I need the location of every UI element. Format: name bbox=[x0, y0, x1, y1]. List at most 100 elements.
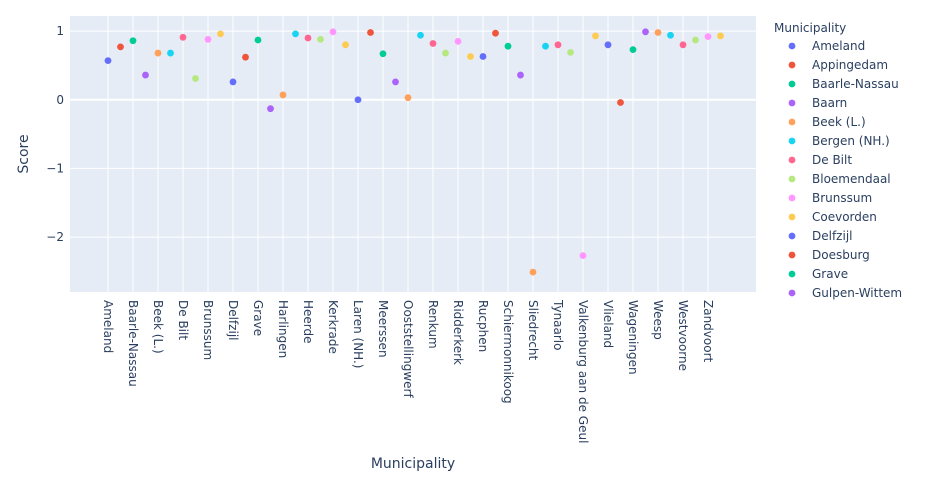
x-tick-label: Heerde bbox=[301, 300, 315, 344]
legend-marker bbox=[788, 80, 796, 88]
data-point[interactable] bbox=[304, 34, 312, 42]
data-points bbox=[104, 28, 724, 276]
x-tick-label: Tynaarlo bbox=[551, 299, 565, 350]
grid-lines bbox=[70, 16, 756, 292]
data-point[interactable] bbox=[467, 53, 474, 60]
data-point[interactable] bbox=[179, 33, 187, 41]
data-point[interactable] bbox=[267, 105, 274, 113]
x-tick-label: Sliedrecht bbox=[526, 300, 540, 361]
x-tick-label: Rucphen bbox=[476, 300, 490, 352]
legend-marker bbox=[788, 289, 796, 297]
legend-item-label[interactable]: Delfzijl bbox=[812, 229, 852, 243]
legend-item-label[interactable]: Baarle-Nassau bbox=[812, 77, 899, 91]
legend-marker bbox=[788, 270, 796, 278]
legend-marker bbox=[788, 118, 796, 126]
data-point[interactable] bbox=[279, 91, 287, 99]
legend-marker bbox=[788, 194, 796, 202]
data-point[interactable] bbox=[617, 99, 624, 106]
x-tick-label: Zandvoort bbox=[701, 300, 715, 363]
x-tick-label: Laren (NH.) bbox=[351, 300, 365, 368]
data-point[interactable] bbox=[517, 71, 524, 79]
data-point[interactable] bbox=[192, 75, 199, 82]
data-point[interactable] bbox=[117, 43, 124, 51]
data-point[interactable] bbox=[429, 40, 437, 47]
data-point[interactable] bbox=[404, 94, 412, 102]
legend-item-label[interactable]: Bergen (NH.) bbox=[812, 134, 890, 148]
data-point[interactable] bbox=[442, 49, 449, 57]
legend-item-label[interactable]: Doesburg bbox=[812, 248, 870, 262]
x-tick-label: Kerkrade bbox=[326, 300, 340, 354]
legend-item-label[interactable]: Ameland bbox=[812, 39, 865, 53]
data-point[interactable] bbox=[604, 41, 612, 49]
data-point[interactable] bbox=[104, 57, 112, 65]
x-tick-label: Harlingen bbox=[276, 300, 290, 358]
data-point[interactable] bbox=[379, 50, 387, 58]
data-point[interactable] bbox=[554, 41, 562, 49]
data-point[interactable] bbox=[717, 32, 724, 40]
x-tick-label: Ameland bbox=[101, 300, 115, 353]
data-point[interactable] bbox=[317, 35, 324, 43]
x-tick-label: Wageningen bbox=[626, 300, 640, 375]
data-point[interactable] bbox=[579, 252, 587, 260]
legend-item-label[interactable]: Appingedam bbox=[812, 58, 888, 72]
data-point[interactable] bbox=[504, 42, 512, 50]
data-point[interactable] bbox=[479, 53, 487, 60]
legend-item-label[interactable]: De Bilt bbox=[812, 153, 852, 167]
x-tick-label: Grave bbox=[251, 300, 265, 336]
legend-item-label[interactable]: Baarn bbox=[812, 96, 847, 110]
x-tick-label: Renkum bbox=[426, 300, 440, 349]
legend-item-label[interactable]: Gulpen-Wittem bbox=[812, 286, 902, 300]
legend-marker bbox=[788, 251, 796, 259]
data-point[interactable] bbox=[254, 36, 262, 44]
data-point[interactable] bbox=[354, 96, 362, 104]
data-point[interactable] bbox=[142, 71, 149, 79]
data-point[interactable] bbox=[592, 32, 599, 40]
data-point[interactable] bbox=[367, 29, 374, 36]
data-point[interactable] bbox=[692, 36, 699, 44]
y-tick-label: −2 bbox=[46, 230, 64, 244]
data-point[interactable] bbox=[679, 41, 687, 49]
data-point[interactable] bbox=[704, 33, 712, 40]
data-point[interactable] bbox=[167, 49, 174, 57]
data-point[interactable] bbox=[392, 78, 399, 86]
x-tick-label: Westvoorne bbox=[676, 300, 690, 371]
data-point[interactable] bbox=[229, 78, 237, 86]
x-tick-label: Ridderkerk bbox=[451, 300, 465, 365]
data-point[interactable] bbox=[542, 42, 549, 50]
data-point[interactable] bbox=[529, 268, 537, 276]
data-point[interactable] bbox=[292, 30, 299, 38]
data-point[interactable] bbox=[667, 31, 674, 39]
data-point[interactable] bbox=[217, 30, 224, 38]
data-point[interactable] bbox=[629, 46, 637, 54]
x-tick-label: Valkenburg aan de Geul bbox=[576, 300, 590, 443]
data-point[interactable] bbox=[129, 37, 137, 45]
data-point[interactable] bbox=[492, 29, 499, 37]
data-point[interactable] bbox=[654, 29, 662, 36]
data-point[interactable] bbox=[454, 38, 462, 45]
data-point[interactable] bbox=[154, 49, 162, 57]
data-point[interactable] bbox=[567, 48, 574, 56]
legend-items[interactable]: Ameland Appingedam Baarle-Nassau Baarn Beek … bbox=[788, 39, 903, 300]
y-tick-label: 1 bbox=[56, 24, 64, 38]
x-axis-title: Municipality bbox=[371, 456, 455, 472]
legend[interactable]: Municipality Ameland Appingedam Baarle-Nas… bbox=[774, 21, 902, 300]
data-point[interactable] bbox=[329, 28, 337, 36]
x-tick-label: Baarle-Nassau bbox=[126, 300, 140, 387]
data-point[interactable] bbox=[342, 41, 349, 49]
y-tick-labels: 1 0 −1 −2 bbox=[46, 24, 64, 244]
legend-marker bbox=[788, 232, 796, 240]
legend-item-label[interactable]: Brunssum bbox=[812, 191, 872, 205]
y-tick-label: 0 bbox=[56, 93, 64, 107]
x-tick-label: Beek (L.) bbox=[151, 300, 165, 354]
legend-item-label[interactable]: Grave bbox=[812, 267, 848, 281]
legend-marker bbox=[788, 213, 796, 221]
data-point[interactable] bbox=[204, 35, 212, 43]
legend-item-label[interactable]: Bloemendaal bbox=[812, 172, 891, 186]
data-point[interactable] bbox=[242, 53, 249, 61]
data-point[interactable] bbox=[642, 28, 649, 36]
legend-item-label[interactable]: Beek (L.) bbox=[812, 115, 866, 129]
data-point[interactable] bbox=[417, 31, 424, 39]
legend-item-label[interactable]: Coevorden bbox=[812, 210, 877, 224]
x-tick-label: Vlieland bbox=[601, 300, 615, 348]
